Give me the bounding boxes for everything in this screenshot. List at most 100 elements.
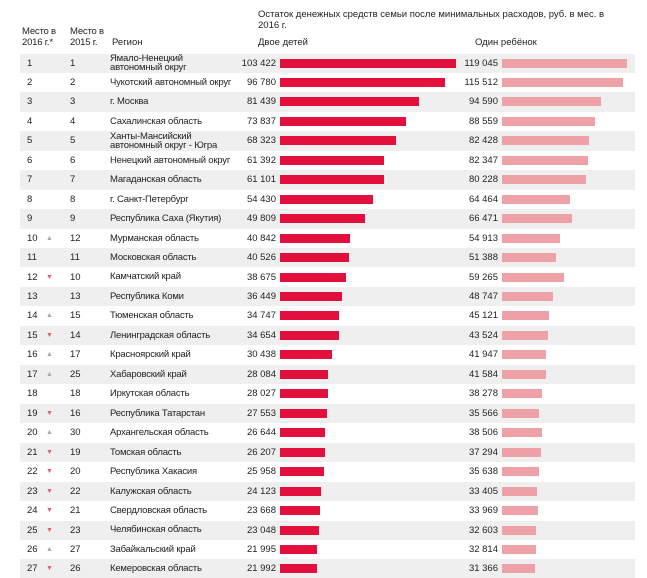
header-rank-2016: Место в 2016 г.* [22, 26, 56, 48]
rank-2015: 18 [70, 388, 81, 400]
bar-two-children [280, 214, 365, 224]
rank-2016: 18 [27, 388, 38, 400]
trend-down-icon: ▼ [46, 409, 53, 417]
value-two-children: 73 837 [246, 115, 276, 127]
value-two-children: 27 553 [246, 407, 276, 419]
value-two-children: 36 449 [246, 291, 276, 303]
rank-2016: 20 [27, 427, 38, 439]
value-two-children: 30 438 [246, 349, 276, 361]
value-one-child: 33 969 [468, 505, 498, 517]
bar-two-children [280, 428, 326, 438]
rank-2016: 21 [27, 446, 38, 458]
table-row: 27 ▼ 26 Кемеровская область 21 992 31 366 [20, 559, 635, 578]
rank-2015: 7 [70, 174, 76, 186]
rank-2016: 26 [27, 544, 38, 555]
value-two-children: 38 675 [246, 271, 276, 283]
region-name: Красноярский край [110, 349, 191, 361]
value-one-child: 32 814 [468, 544, 498, 555]
rank-2015: 10 [70, 271, 81, 283]
value-one-child: 43 524 [468, 329, 498, 341]
value-two-children: 68 323 [246, 135, 276, 147]
bar-two-children [280, 506, 321, 516]
table-row: 10 ▲ 12 Мурманская область 40 842 54 913 [20, 229, 635, 248]
bar-one-child [502, 233, 560, 243]
rank-2015: 4 [70, 115, 76, 127]
bar-two-children [280, 155, 385, 165]
table-row: 1 1 Ямало-Ненецкий автономный округ 103 422… [20, 53, 635, 73]
value-two-children: 24 123 [246, 485, 276, 497]
rank-2015: 2 [70, 76, 76, 88]
region-name: Хабаровский край [110, 368, 187, 380]
value-one-child: 80 228 [468, 174, 498, 186]
value-two-children: 103 422 [241, 57, 276, 69]
bar-two-children [280, 389, 328, 399]
value-two-children: 23 668 [246, 505, 276, 517]
region-name: г. Санкт-Петербург [110, 193, 189, 205]
rank-2015: 22 [70, 485, 81, 497]
value-one-child: 41 584 [468, 368, 498, 380]
bar-one-child [502, 292, 554, 302]
table-row: 24 ▼ 21 Свердловская область 23 668 33 969 [20, 501, 635, 520]
table-row: 2 2 Чукотский автономный округ 96 780 115 51… [20, 73, 635, 92]
region-name: Республика Саха (Якутия) [110, 213, 222, 225]
bar-two-children [280, 77, 445, 87]
value-one-child: 41 947 [468, 349, 498, 361]
value-two-children: 40 842 [246, 232, 276, 244]
bar-two-children [280, 136, 397, 146]
value-one-child: 66 471 [468, 213, 498, 225]
bar-two-children [280, 350, 332, 360]
value-two-children: 34 654 [246, 329, 276, 341]
bar-one-child [502, 428, 543, 438]
bar-one-child [502, 506, 538, 516]
bar-two-children [280, 467, 325, 477]
rank-2016: 10 [27, 232, 38, 244]
value-one-child: 64 464 [468, 193, 498, 205]
rank-2016: 5 [27, 135, 33, 147]
table-row: 15 ▼ 14 Ленинградская область 34 654 43 524 [20, 325, 635, 346]
bar-one-child [502, 330, 548, 340]
trend-down-icon: ▼ [46, 448, 53, 456]
rank-2015: 13 [70, 291, 81, 303]
value-two-children: 26 644 [246, 427, 276, 439]
value-one-child: 82 428 [468, 135, 498, 147]
trend-up-icon: ▲ [46, 546, 53, 553]
rank-2015: 5 [70, 135, 76, 147]
rank-2015: 1 [70, 57, 76, 69]
rank-2016: 19 [27, 407, 38, 419]
rank-2016: 4 [27, 115, 33, 127]
value-two-children: 61 392 [246, 154, 276, 166]
value-one-child: 31 366 [468, 563, 498, 575]
rank-2016: 23 [27, 485, 38, 497]
bar-two-children [280, 408, 327, 418]
region-name: Ненецкий автономный округ [110, 154, 231, 166]
rank-2015: 11 [70, 252, 80, 264]
header-two-children: Двое детей [258, 37, 308, 48]
header-region: Регион [112, 37, 143, 48]
bar-one-child [502, 77, 624, 87]
rank-2015: 12 [70, 232, 81, 244]
trend-up-icon: ▲ [46, 351, 53, 359]
rank-2015: 20 [70, 466, 81, 478]
trend-down-icon: ▼ [46, 331, 53, 339]
bar-one-child [502, 350, 547, 360]
rank-2016: 25 [27, 524, 38, 536]
value-one-child: 38 278 [468, 388, 498, 400]
table-row: 6 6 Ненецкий автономный округ 61 392 82 347 [20, 151, 635, 170]
bar-one-child [502, 447, 542, 457]
bar-one-child [502, 545, 537, 554]
table-row: 26 ▲ 27 Забайкальский край 21 995 32 814 [20, 540, 635, 559]
rank-2016: 1 [27, 57, 33, 69]
value-two-children: 28 027 [246, 388, 276, 400]
table-row: 14 ▲ 15 Тюменская область 34 747 45 121 [20, 306, 635, 325]
rank-2016: 7 [27, 174, 33, 186]
value-two-children: 61 101 [246, 174, 276, 186]
rank-2016: 15 [27, 329, 38, 341]
table-row: 23 ▼ 22 Калужская область 24 123 33 405 [20, 481, 635, 501]
region-name: Московская область [110, 252, 197, 264]
trend-down-icon: ▼ [46, 507, 53, 515]
region-name: Чукотский автономный округ [110, 76, 232, 88]
trend-up-icon: ▲ [46, 312, 53, 320]
table-row: 16 ▲ 17 Красноярский край 30 438 41 947 [20, 345, 635, 364]
bar-one-child [502, 253, 556, 263]
value-two-children: 34 747 [246, 310, 276, 322]
